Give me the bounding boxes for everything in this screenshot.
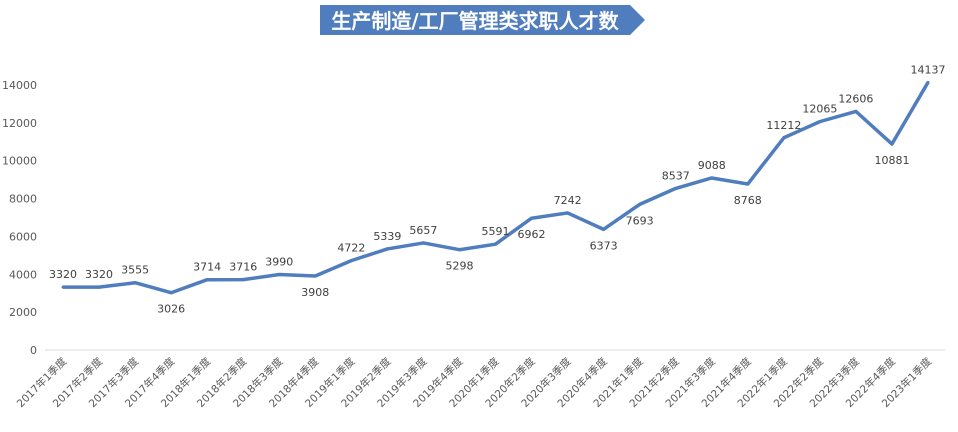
data-point bbox=[530, 216, 534, 220]
data-label: 3990 bbox=[265, 255, 293, 268]
data-label: 11212 bbox=[766, 119, 801, 132]
data-point bbox=[674, 186, 678, 190]
y-tick-label: 12000 bbox=[2, 117, 37, 130]
y-tick-label: 4000 bbox=[9, 268, 37, 281]
data-point bbox=[97, 285, 101, 289]
data-point bbox=[457, 248, 461, 252]
data-label: 7242 bbox=[554, 194, 582, 207]
data-point bbox=[494, 242, 497, 246]
data-label: 3320 bbox=[49, 268, 77, 281]
y-tick-label: 14000 bbox=[2, 79, 37, 92]
data-label: 5339 bbox=[373, 230, 401, 243]
data-label: 12065 bbox=[802, 103, 837, 116]
data-point bbox=[638, 202, 642, 206]
data-point bbox=[746, 182, 750, 186]
data-label: 5298 bbox=[445, 260, 473, 273]
data-label: 9088 bbox=[698, 159, 726, 172]
data-point bbox=[277, 272, 281, 276]
y-tick-label: 8000 bbox=[9, 193, 37, 206]
title-banner bbox=[320, 5, 645, 35]
data-point bbox=[169, 291, 173, 295]
data-label: 8768 bbox=[734, 194, 762, 207]
data-point bbox=[205, 278, 209, 282]
data-point bbox=[133, 281, 137, 285]
data-point bbox=[349, 259, 353, 263]
data-point bbox=[890, 142, 894, 146]
data-label: 3026 bbox=[157, 303, 185, 316]
data-label: 5591 bbox=[482, 225, 510, 238]
data-point bbox=[566, 211, 570, 215]
data-label: 10881 bbox=[874, 154, 909, 167]
data-label: 3555 bbox=[121, 264, 149, 277]
data-point bbox=[602, 227, 606, 231]
data-label: 3320 bbox=[85, 268, 113, 281]
data-label: 12606 bbox=[838, 92, 873, 105]
data-label: 7693 bbox=[626, 214, 654, 227]
data-point bbox=[782, 136, 786, 140]
data-point bbox=[854, 109, 858, 113]
data-point bbox=[421, 241, 425, 245]
y-tick-label: 10000 bbox=[2, 155, 37, 168]
data-point bbox=[61, 285, 65, 289]
data-label: 6962 bbox=[518, 228, 546, 241]
y-tick-label: 0 bbox=[30, 344, 37, 357]
data-label: 14137 bbox=[911, 63, 946, 76]
y-tick-label: 2000 bbox=[9, 306, 37, 319]
data-label: 4722 bbox=[337, 242, 365, 255]
data-label: 3716 bbox=[229, 261, 257, 274]
chart-title: 生产制造/工厂管理类求职人才数 bbox=[331, 9, 619, 33]
data-label: 3908 bbox=[301, 286, 329, 299]
data-point bbox=[710, 176, 714, 180]
data-label: 6373 bbox=[590, 239, 618, 252]
data-point bbox=[385, 247, 389, 251]
y-tick-label: 6000 bbox=[9, 230, 37, 243]
data-point bbox=[818, 120, 822, 124]
data-label: 3714 bbox=[193, 261, 221, 274]
data-point bbox=[241, 278, 245, 282]
data-label: 8537 bbox=[662, 169, 690, 182]
data-label: 5657 bbox=[409, 224, 437, 237]
data-point bbox=[926, 80, 930, 84]
data-point bbox=[313, 274, 317, 278]
